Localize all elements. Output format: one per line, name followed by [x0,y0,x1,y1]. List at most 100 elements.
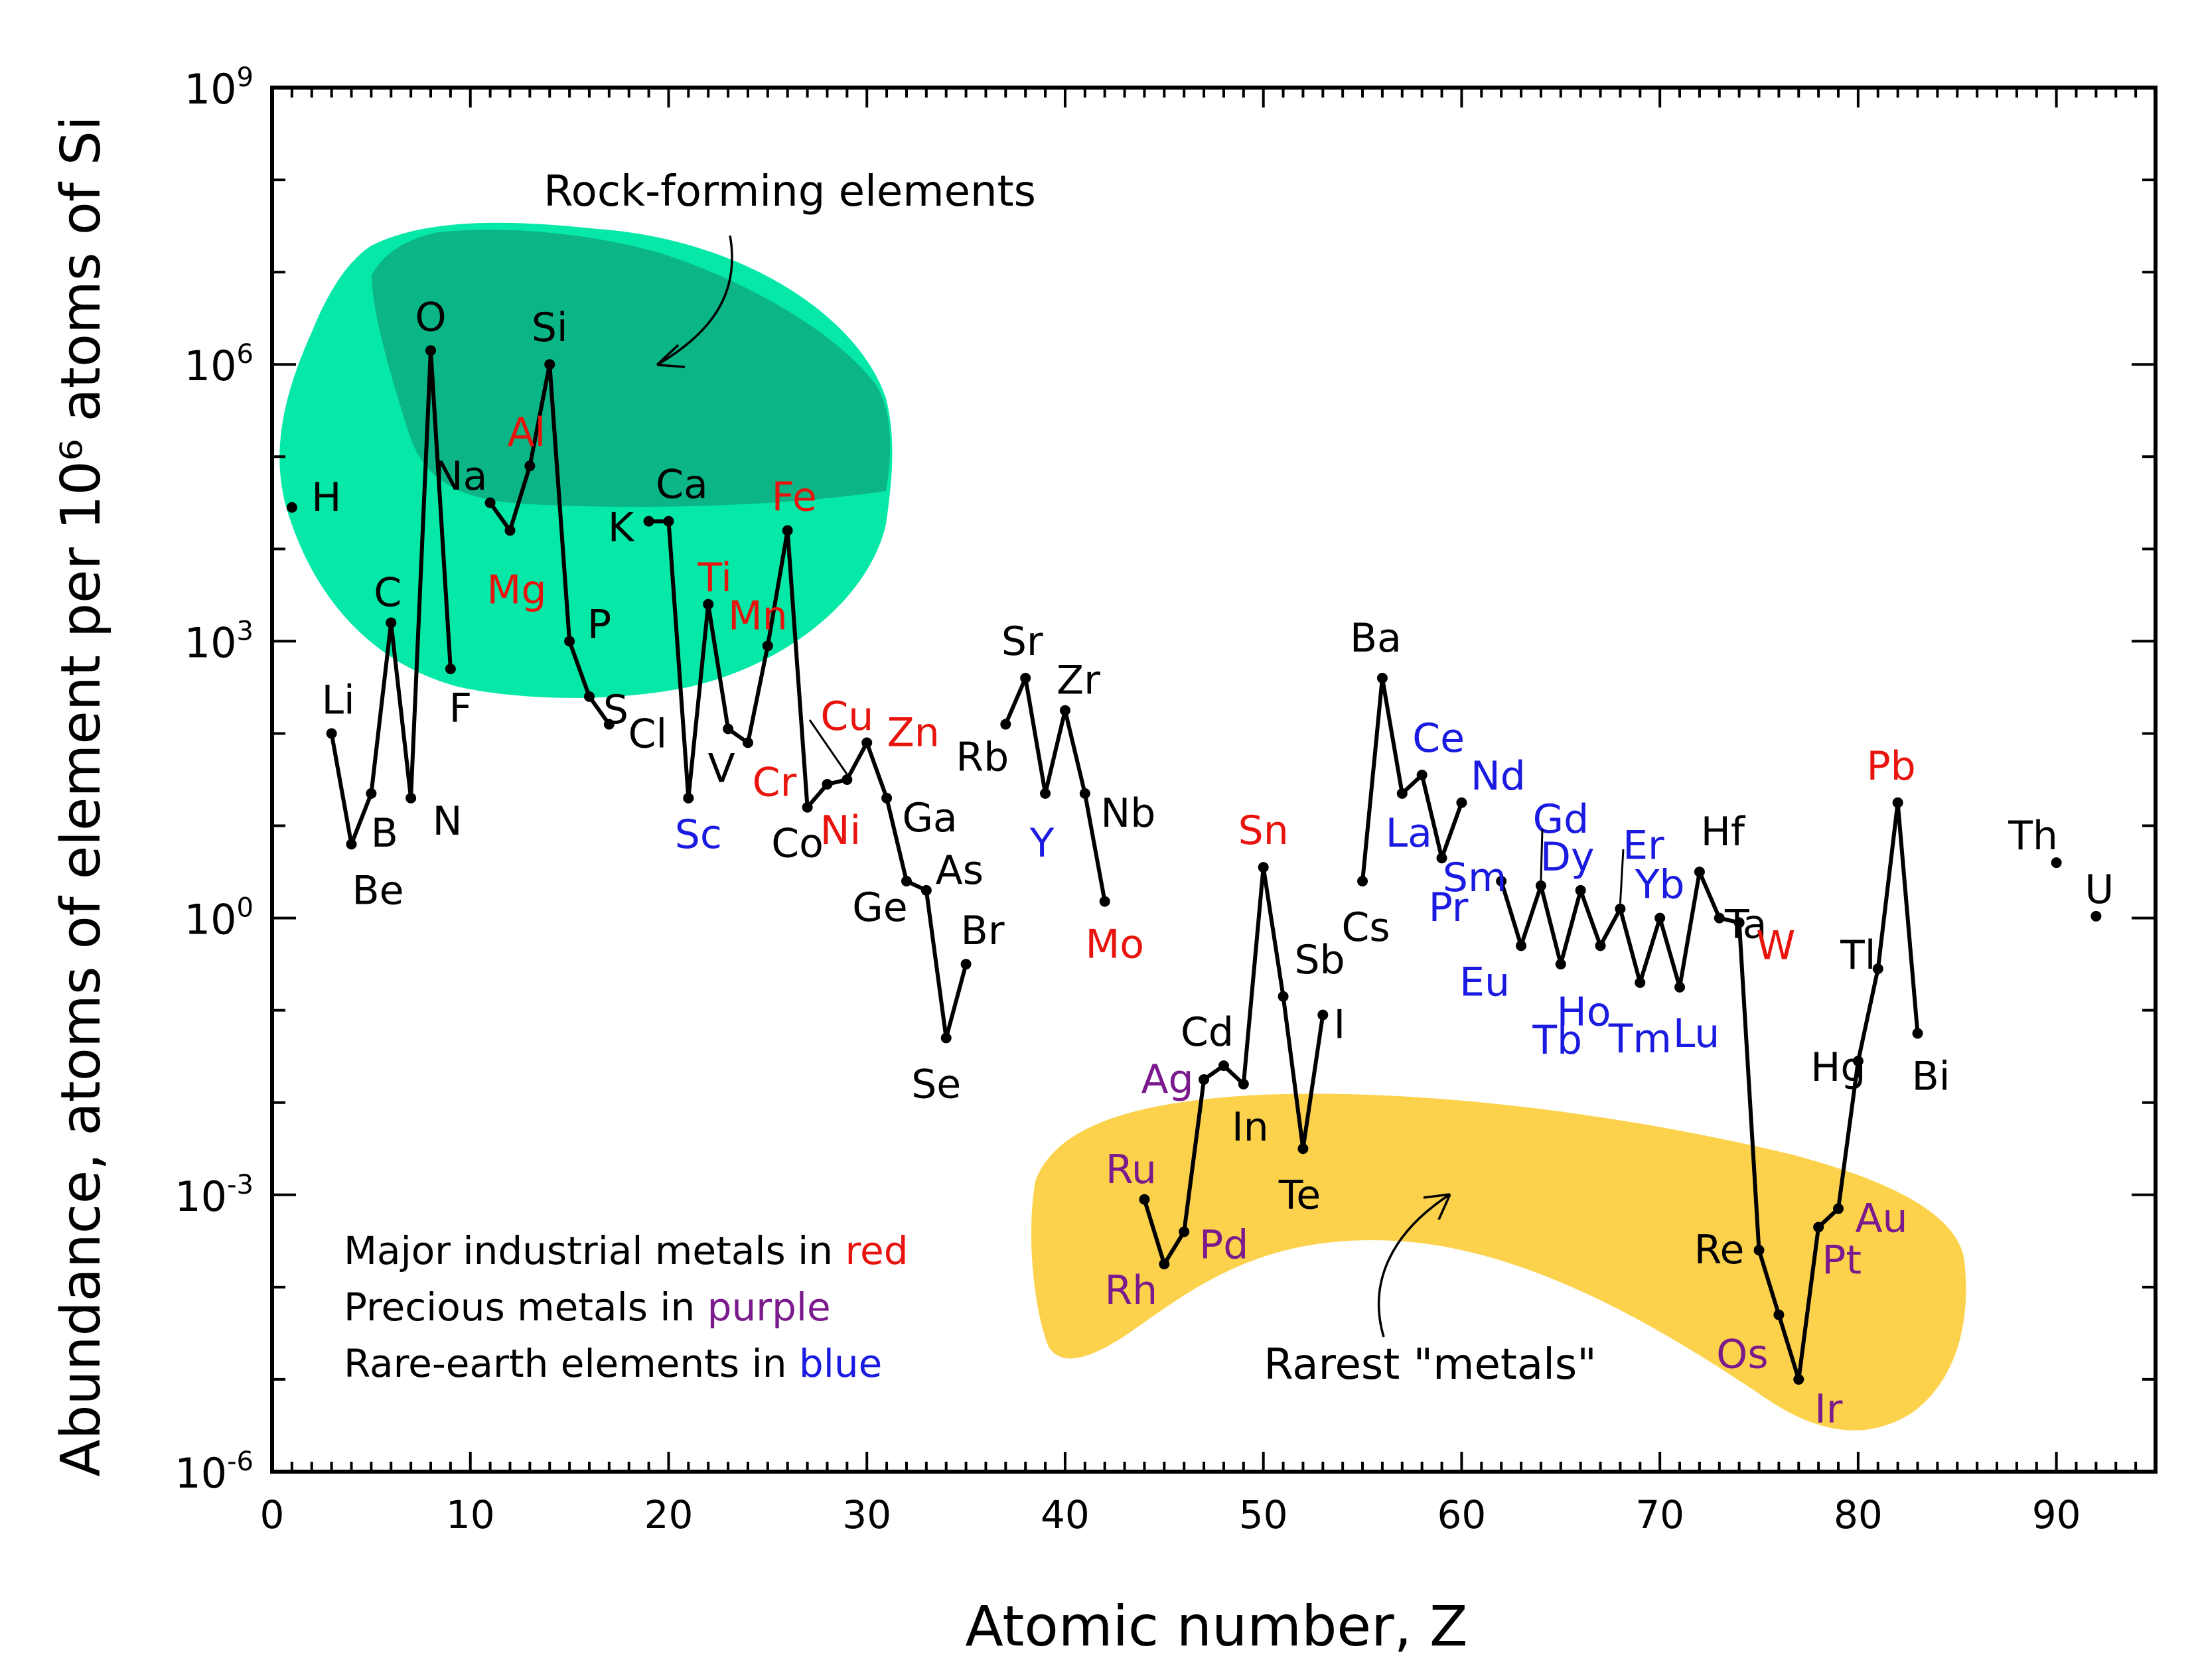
element-label-er: Er [1623,823,1664,869]
element-label-nd: Nd [1471,753,1526,800]
label-connector [808,719,848,775]
x-tick-label: 20 [644,1492,694,1537]
rarest-metals-arrow [1377,1193,1451,1338]
element-label-nb: Nb [1100,790,1155,837]
data-point [1079,788,1090,799]
data-point [1872,963,1883,975]
rock-forming-arrow [656,235,733,366]
data-point [1357,875,1368,886]
element-label-ru: Ru [1106,1147,1157,1193]
element-label-na: Na [433,453,488,500]
y-tick-label: 100 [184,893,254,944]
data-point [1892,797,1903,808]
data-point [386,617,397,628]
data-point [1278,991,1289,1002]
data-point [425,345,436,356]
data-point [1376,673,1388,684]
data-point [901,875,912,886]
data-point [782,525,793,536]
element-label-ge: Ge [852,884,907,931]
y-tick-label: 109 [184,62,254,113]
data-point [1179,1226,1190,1237]
data-point [1436,853,1447,864]
element-label-ca: Ca [656,462,708,508]
y-tick-label: 103 [184,616,254,667]
element-label-si: Si [532,305,568,351]
data-point [1753,1245,1765,1256]
element-label-rb: Rb [956,735,1009,781]
data-point [2051,857,2062,869]
data-point [1833,1203,1844,1214]
data-point [1852,1056,1864,1067]
data-point [842,774,853,785]
data-point [1694,867,1705,878]
data-point [723,723,734,735]
data-point [1456,797,1467,808]
data-point [1575,884,1586,896]
data-point [445,664,456,675]
element-label-ir: Ir [1814,1386,1843,1433]
data-point [1099,896,1110,907]
element-label-yb: Yb [1635,862,1685,908]
data-point [1635,977,1646,988]
element-label-w: W [1756,923,1795,969]
element-label-f: F [449,685,473,732]
data-point [1654,912,1666,924]
data-point [1297,1143,1309,1155]
element-label-ti: Ti [697,555,731,601]
data-point [564,636,575,647]
element-label-i: I [1333,1002,1345,1048]
element-label-dy: Dy [1540,834,1595,880]
data-point [1733,917,1745,928]
element-label-pb: Pb [1867,743,1916,790]
rarest-metals-arrowhead [1423,1193,1451,1220]
y-tick-label: 106 [184,339,254,390]
x-tick-label: 70 [1635,1492,1684,1537]
rock-forming-region-core [372,230,891,507]
data-point [2090,910,2102,922]
data-point [484,497,496,508]
element-label-se: Se [911,1061,961,1107]
element-label-zr: Zr [1057,658,1100,704]
element-label-br: Br [961,908,1005,954]
element-label-lu: Lu [1673,1011,1720,1057]
element-label-c: C [374,570,402,616]
element-label-fe: Fe [772,474,817,521]
label-connector [1540,829,1544,880]
data-point [1714,912,1725,924]
element-label-hg: Hg [1810,1044,1866,1091]
element-label-s: S [603,687,628,733]
element-label-mn: Mn [728,593,788,639]
element-label-te: Te [1278,1172,1321,1218]
element-label-mg: Mg [487,567,547,614]
data-point [1059,705,1070,716]
data-point [703,598,714,610]
element-label-re: Re [1694,1227,1745,1273]
legend-note-rare-earth: Rare-earth elements in blue [344,1341,882,1386]
data-point [1040,788,1051,799]
data-point [1516,940,1527,951]
y-tick-label: 10-6 [175,1446,254,1498]
data-point [742,737,753,748]
rarest-metals-region [1031,1093,1966,1431]
element-label-pt: Pt [1822,1237,1862,1283]
data-point [1793,1373,1804,1385]
data-point [366,788,377,799]
element-label-th: Th [2008,813,2058,859]
highlight-regions [279,222,1966,1431]
data-point [1773,1309,1785,1320]
data-point [861,737,873,748]
data-point [524,460,536,472]
element-label-cs: Cs [1341,904,1390,951]
element-label-ta: Ta [1724,902,1767,948]
element-label-ce: Ce [1412,715,1465,762]
x-tick-label: 0 [260,1492,285,1537]
element-label-sm: Sm [1443,855,1507,901]
legend-note-precious: Precious metals in purple [344,1285,831,1330]
data-point [940,1032,952,1044]
x-tick-label: 60 [1437,1492,1487,1537]
data-point [762,640,773,652]
element-label-li: Li [322,677,355,723]
element-label-sb: Sb [1294,937,1345,983]
